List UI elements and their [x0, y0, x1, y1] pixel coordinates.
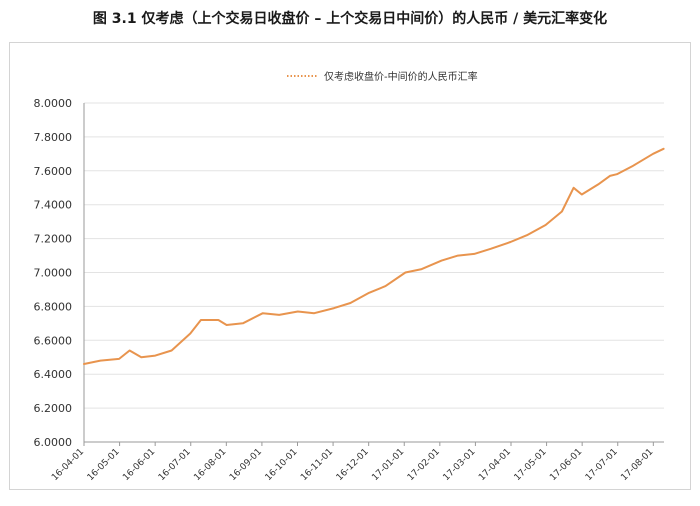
x-tick-label: 16-12-01: [335, 447, 371, 483]
x-tick-label: 17-03-01: [442, 447, 478, 483]
x-tick-label: 17-04-01: [477, 447, 513, 483]
y-tick-label: 6.0000: [34, 436, 73, 449]
x-tick-label: 17-02-01: [406, 447, 442, 483]
y-axis-ticks: 6.0000 6.2000 6.4000 6.6000 6.8000 7.0000 7.20…: [34, 97, 73, 449]
y-tick-label: 7.0000: [34, 267, 73, 280]
axes: [83, 103, 664, 443]
y-tick-label: 6.4000: [34, 368, 73, 381]
x-tick-label: 17-06-01: [548, 447, 584, 483]
y-tick-label: 7.8000: [34, 131, 73, 144]
y-tick-label: 8.0000: [34, 97, 73, 110]
legend: 仅考虑收盘价-中间价的人民币汇率: [287, 70, 478, 83]
legend-label: 仅考虑收盘价-中间价的人民币汇率: [324, 70, 478, 83]
x-tick-label: 17-01-01: [370, 447, 406, 483]
x-tick-label: 17-05-01: [513, 447, 549, 483]
x-tick-label: 16-10-01: [264, 447, 300, 483]
y-tick-label: 6.2000: [34, 402, 73, 415]
y-tick-label: 7.4000: [34, 199, 73, 212]
series-layer: [83, 147, 665, 365]
grid-lines: [84, 102, 664, 409]
y-tick-label: 6.6000: [34, 334, 73, 347]
y-tick-label: 7.2000: [34, 233, 73, 246]
x-tick-label: 16-09-01: [228, 447, 264, 483]
x-tick-label: 16-11-01: [299, 447, 335, 483]
x-tick-label: 17-07-01: [584, 447, 620, 483]
x-tick-label: 16-06-01: [121, 447, 157, 483]
x-tick-label: 16-07-01: [157, 447, 193, 483]
x-axis-ticks: 16-04-01 16-05-01 16-06-01 16-07-01 16-08-01…: [50, 442, 655, 483]
y-tick-label: 7.6000: [34, 165, 73, 178]
series-line: [83, 147, 665, 365]
chart-title: 图 3.1 仅考虑（上个交易日收盘价 – 上个交易日中间价）的人民币 / 美元汇…: [92, 11, 608, 27]
x-tick-label: 17-08-01: [619, 447, 655, 483]
x-tick-label: 16-05-01: [86, 447, 122, 483]
y-tick-label: 6.8000: [34, 300, 73, 313]
x-tick-label: 16-04-01: [50, 447, 86, 483]
chart-frame: [9, 42, 691, 490]
x-tick-label: 16-08-01: [192, 447, 228, 483]
